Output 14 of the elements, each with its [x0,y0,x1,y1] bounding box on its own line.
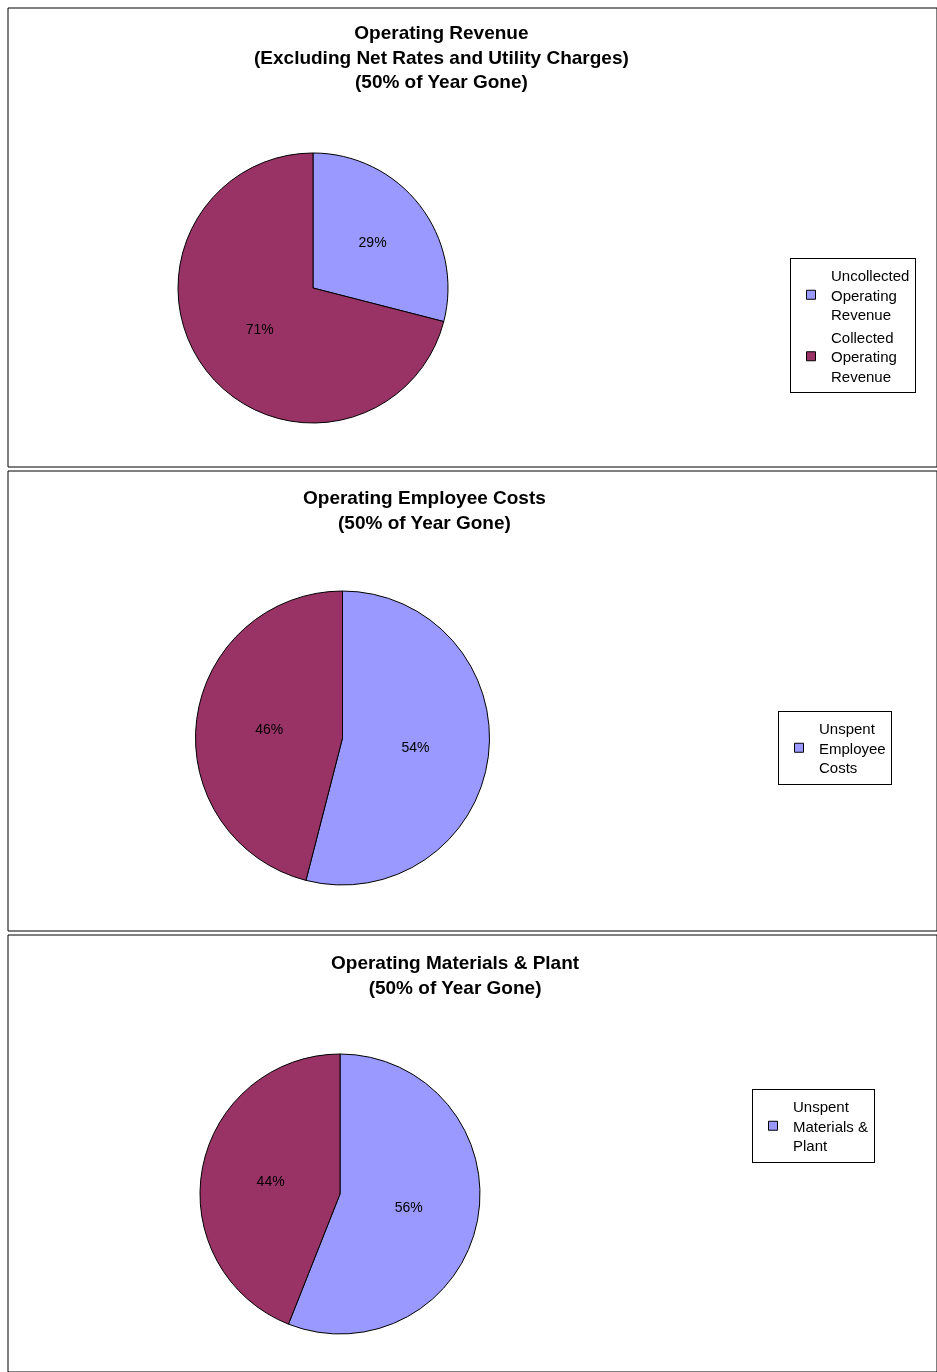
data-label: 46% [255,720,284,737]
data-label: 44% [256,1172,285,1189]
data-label: 71% [245,321,274,338]
data-label: 29% [358,233,387,250]
legend-label: Unspent Employee Costs [819,720,886,777]
legend-label: Collected Operating Revenue [831,328,897,385]
chart-title: Operating Materials & Plant (50% of Year Gone) [331,952,580,998]
data-label: 54% [401,739,430,756]
data-label: 56% [394,1199,423,1216]
legend-label: Uncollected Operating Revenue [831,267,910,324]
chart-title: Operating Revenue (Excluding Net Rates and Utility Charges) (50% of Year Gone) [254,22,629,93]
legend-label: Unspent Materials & Plant [793,1098,869,1155]
chart-title: Operating Employee Costs (50% of Year Gone) [303,487,546,533]
pie-slice [177,152,445,424]
